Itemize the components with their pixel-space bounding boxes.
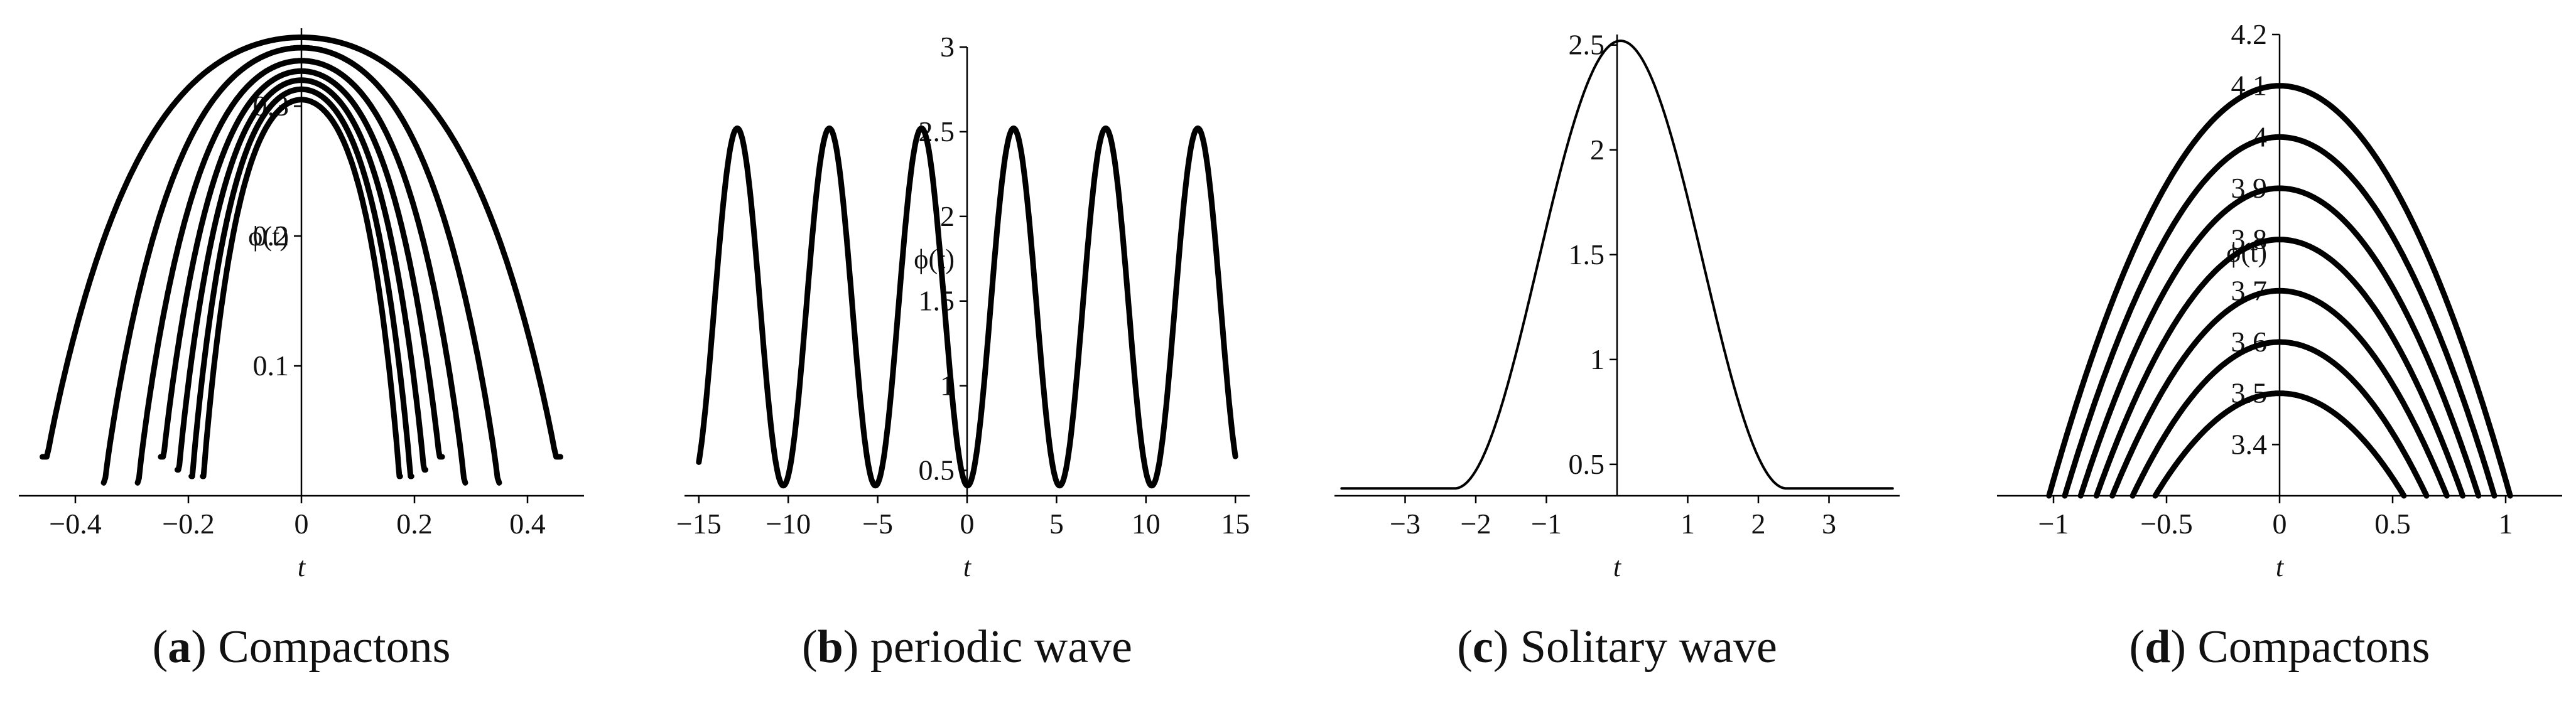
- y-tick-label: 1: [1590, 343, 1605, 375]
- series-line: [188, 86, 414, 479]
- x-tick-label: −10: [766, 508, 811, 540]
- x-tick-label: 0: [295, 508, 309, 540]
- series-line: [100, 45, 502, 486]
- panel-caption: (d) Compactons: [2130, 621, 2430, 673]
- y-axis-label: ϕ(t): [248, 221, 289, 252]
- panel-caption: (a) Compactons: [153, 621, 451, 673]
- x-tick-label: −5: [862, 508, 893, 540]
- y-tick-label: 1.5: [1569, 238, 1605, 270]
- panel-caption: (c) Solitary wave: [1457, 621, 1777, 673]
- y-tick-label: 1.5: [919, 285, 955, 317]
- y-tick-label: 2.5: [1569, 29, 1605, 61]
- series-line: [2109, 287, 2450, 499]
- x-tick-label: −0.5: [2140, 508, 2192, 540]
- x-axis-label: t: [1613, 552, 1622, 582]
- panel-a: −0.4 −0.2 0 0.2 0.40.10.20.3tϕ(t)(a) Compact…: [19, 28, 584, 673]
- series-line: [2152, 390, 2407, 499]
- series-line: [200, 97, 403, 479]
- series-line: [1340, 40, 1894, 490]
- series-line: [2130, 339, 2430, 499]
- x-tick-label: 0.4: [509, 508, 546, 540]
- y-tick-label: 0.5: [919, 454, 955, 486]
- y-tick-label: 3.8: [2231, 223, 2268, 255]
- x-tick-label: −1: [2038, 508, 2069, 540]
- series-line: [174, 77, 429, 473]
- y-tick-label: 4: [2253, 120, 2267, 153]
- series-line: [2046, 83, 2513, 499]
- x-tick-label: 1: [1680, 508, 1695, 540]
- panel-caption: (b) periodic wave: [802, 621, 1132, 673]
- x-tick-label: −15: [676, 508, 722, 540]
- x-tick-label: −2: [1461, 508, 1491, 540]
- x-axis-label: t: [963, 552, 972, 582]
- y-axis-label: ϕ(t): [914, 243, 955, 274]
- y-tick-label: 2: [940, 200, 955, 232]
- x-tick-label: −0.2: [162, 508, 214, 540]
- y-tick-label: 0.1: [253, 350, 290, 382]
- y-tick-label: 4.2: [2231, 18, 2268, 50]
- x-tick-label: 2: [1751, 508, 1766, 540]
- y-tick-label: 0.2: [253, 220, 290, 252]
- x-tick-label: −1: [1531, 508, 1562, 540]
- x-tick-label: 1: [2499, 508, 2513, 540]
- x-tick-label: 5: [1049, 508, 1064, 540]
- y-tick-label: 0.5: [1569, 448, 1605, 480]
- series-line: [134, 58, 468, 486]
- series-line: [40, 35, 563, 460]
- series-line: [2093, 237, 2466, 499]
- x-axis-label: t: [298, 552, 306, 582]
- x-tick-label: 0: [2273, 508, 2287, 540]
- y-tick-label: 3.4: [2231, 428, 2268, 460]
- panel-c: −3 −2 −1 1 2 3 0.5 1 1.5 2 2.5 t (c) Solitary wave: [1334, 29, 1900, 673]
- x-tick-label: −3: [1390, 508, 1421, 540]
- x-tick-label: 0: [960, 508, 975, 540]
- series-line: [2077, 185, 2482, 499]
- x-tick-label: 10: [1132, 508, 1161, 540]
- x-tick-label: 0.2: [396, 508, 433, 540]
- series-line: [696, 126, 1238, 489]
- y-tick-label: 2: [1590, 134, 1605, 166]
- series-line: [2062, 134, 2498, 499]
- x-tick-label: 3: [1822, 508, 1836, 540]
- x-tick-label: 15: [1221, 508, 1250, 540]
- x-tick-label: −0.4: [49, 508, 101, 540]
- series-line: [158, 68, 445, 460]
- x-axis-label: t: [2276, 552, 2285, 582]
- y-tick-label: 3: [940, 31, 955, 63]
- panel-d: −1 −0.5 0 0.5 13.43.53.63.73.83.944.14.2tϕ(t…: [1997, 18, 2562, 673]
- x-tick-label: 0.5: [2374, 508, 2411, 540]
